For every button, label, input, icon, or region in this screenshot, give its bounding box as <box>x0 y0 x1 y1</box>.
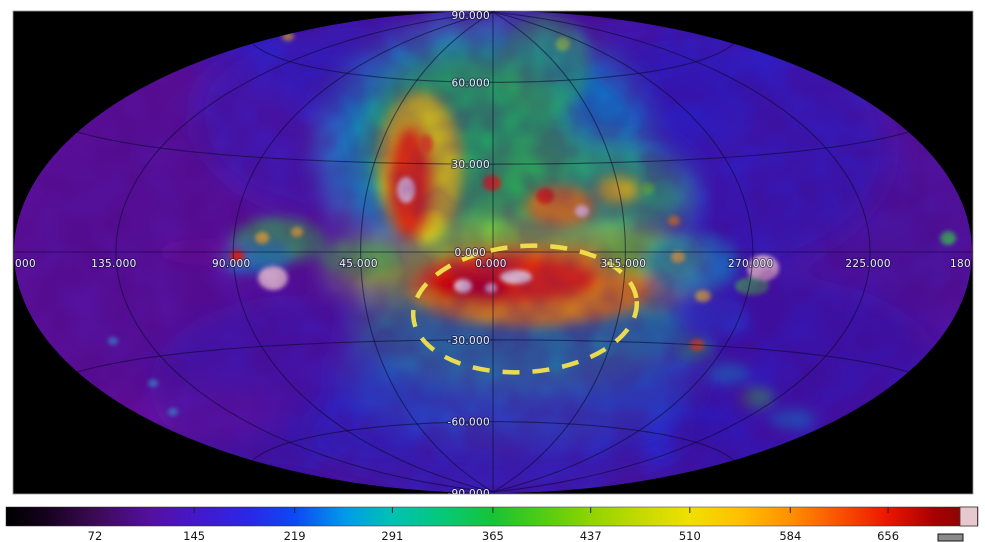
parallel-line <box>77 339 909 373</box>
lat-label: 90.000 <box>451 10 490 22</box>
colorbar-tick-label: 291 <box>381 529 403 542</box>
colorbar-tick-label: 510 <box>679 529 701 542</box>
colorbar: 72 145 219 291 365 437 510 584 656 <box>5 506 979 542</box>
corner-artifact <box>937 533 964 542</box>
lat-label: 30.000 <box>451 159 490 171</box>
lon-label: 000 <box>15 258 36 270</box>
lon-label: 0.000 <box>475 258 507 270</box>
colorbar-tick-label: 437 <box>580 529 602 542</box>
lon-label: 90.000 <box>212 258 251 270</box>
colorbar-tick-label: 365 <box>482 529 504 542</box>
colorbar-tick-label: 656 <box>877 529 899 542</box>
colorbar-tick-label: 72 <box>88 529 103 542</box>
lat-label: -60.000 <box>447 417 490 429</box>
lat-label: -90.000 <box>447 488 490 500</box>
colorbar-tick-label: 219 <box>284 529 306 542</box>
parallel-line <box>252 43 734 83</box>
parallel-line <box>77 131 909 165</box>
lon-label: 45.000 <box>339 258 378 270</box>
lon-label: 180 <box>950 258 971 270</box>
graticule <box>14 11 972 493</box>
colorbar-max-cap <box>959 506 978 527</box>
colorbar-tick-label: 145 <box>183 529 205 542</box>
annotation-dashed-ellipse <box>410 243 640 375</box>
colorbar-tick-label: 584 <box>779 529 801 542</box>
colorbar-ticks: 72 145 219 291 365 437 510 584 656 <box>88 507 899 542</box>
lon-label: 225.000 <box>845 258 891 270</box>
parallel-line <box>252 421 734 461</box>
lon-label: 315.000 <box>601 258 647 270</box>
lon-label: 135.000 <box>91 258 137 270</box>
graticule-labels: 000 135.000 90.000 45.000 0.000 315.000 270.00… <box>14 10 972 500</box>
lon-label: 270.000 <box>728 258 774 270</box>
lat-label: 0.000 <box>454 247 486 259</box>
lat-label: 60.000 <box>451 77 490 89</box>
lat-label: -30.000 <box>447 335 490 347</box>
colorbar-gradient-bar <box>5 506 979 527</box>
